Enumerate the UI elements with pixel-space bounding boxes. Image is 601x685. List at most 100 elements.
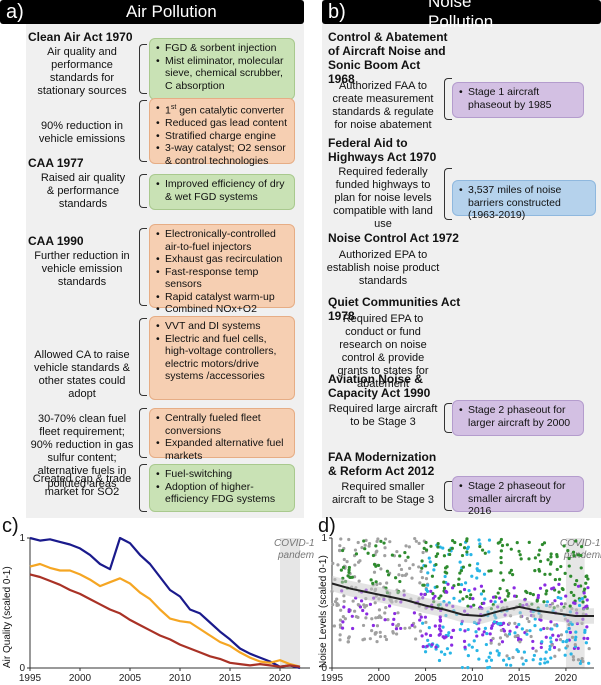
noise-point-cyan bbox=[538, 662, 542, 666]
panel-c-ylabel: Air Quality (scaled 0-1) bbox=[2, 566, 13, 668]
noise-point-cyan bbox=[448, 651, 452, 655]
noise-point-purple bbox=[350, 614, 354, 618]
noise-point-gray bbox=[408, 566, 412, 570]
act-faa-modernization-2012: FAA Modernization & Reform Act 2012 bbox=[328, 450, 437, 478]
noise-point-green bbox=[424, 548, 429, 552]
noise-point-purple bbox=[446, 582, 450, 586]
tech-item: Expanded alternative fuel markets bbox=[156, 437, 288, 462]
noise-point-purple bbox=[462, 639, 467, 643]
noise-point-cyan bbox=[439, 650, 444, 654]
act-aviation-noise-1990: Aviation Noise & Capacity Act 1990 bbox=[328, 372, 431, 400]
noise-point-cyan bbox=[501, 658, 506, 662]
noise-point-green bbox=[461, 565, 465, 569]
noise-point-gray bbox=[376, 537, 380, 541]
noise-point-green bbox=[579, 566, 583, 570]
noise-point-cyan bbox=[567, 626, 571, 631]
noise-point-green bbox=[374, 544, 378, 548]
noise-point-gray bbox=[413, 536, 417, 541]
noise-point-green bbox=[509, 547, 513, 551]
noise-point-green bbox=[385, 569, 390, 573]
noise-point-cyan bbox=[426, 571, 430, 575]
tech-item: Stratified charge engine bbox=[156, 130, 288, 143]
panel-d-letter: d) bbox=[318, 515, 336, 537]
noise-point-gray bbox=[587, 647, 591, 651]
brace bbox=[444, 403, 452, 433]
desc-clean-fuel-fleet: 30-70% clean fuel fleet requirement; 90%… bbox=[30, 413, 134, 490]
noise-point-gray bbox=[388, 540, 392, 544]
noise-point-purple bbox=[554, 638, 559, 642]
noise-point-cyan bbox=[509, 663, 513, 667]
x-tick-label: 2005 bbox=[119, 673, 142, 684]
noise-point-purple bbox=[399, 626, 403, 631]
tech-item: FGD & sorbent injection bbox=[156, 42, 288, 55]
noise-point-green bbox=[458, 571, 462, 575]
desc-vehicle-emission-standards: Further reduction in vehicle emission st… bbox=[34, 250, 130, 288]
desc-epa-standards: Authorized EPA to establish noise produc… bbox=[326, 249, 440, 287]
noise-point-green bbox=[546, 558, 550, 562]
noise-point-green bbox=[363, 547, 367, 551]
noise-point-purple bbox=[444, 589, 448, 593]
noise-point-cyan bbox=[445, 647, 450, 651]
noise-point-cyan bbox=[539, 628, 543, 632]
noise-point-green bbox=[487, 569, 491, 573]
noise-point-gray bbox=[375, 539, 379, 544]
tech-box-1970-stationary: FGD & sorbent injection Mist eliminator,… bbox=[149, 38, 295, 100]
noise-point-green bbox=[555, 555, 559, 559]
noise-point-purple bbox=[421, 644, 425, 649]
noise-point-gray bbox=[367, 542, 372, 546]
brace bbox=[139, 464, 147, 512]
noise-point-gray bbox=[353, 609, 357, 613]
noise-point-gray bbox=[336, 563, 340, 567]
noise-point-purple bbox=[449, 635, 454, 640]
noise-point-cyan bbox=[472, 639, 476, 643]
noise-point-gray bbox=[421, 550, 425, 555]
noise-point-gray bbox=[408, 626, 412, 630]
noise-point-purple bbox=[556, 634, 561, 638]
noise-point-green bbox=[458, 590, 463, 594]
noise-point-gray bbox=[338, 544, 342, 548]
noise-point-gray bbox=[497, 642, 501, 646]
noise-point-green bbox=[561, 587, 565, 592]
noise-point-gray bbox=[545, 626, 549, 630]
noise-point-purple bbox=[536, 596, 540, 600]
noise-point-gray bbox=[404, 559, 408, 563]
trend-band bbox=[332, 575, 594, 624]
noise-point-green bbox=[347, 568, 351, 572]
noise-point-cyan bbox=[532, 653, 537, 658]
noise-point-green bbox=[390, 553, 394, 557]
noise-point-green bbox=[453, 540, 457, 545]
noise-point-gray bbox=[558, 637, 563, 642]
desc-smaller-aircraft: Required smaller aircraft to be Stage 3 bbox=[331, 481, 435, 506]
noise-point-cyan bbox=[587, 661, 591, 665]
x-tick-label: 2010 bbox=[461, 673, 484, 684]
noise-point-gray bbox=[374, 616, 378, 620]
noise-point-cyan bbox=[583, 628, 587, 633]
y-tick-label: 1 bbox=[19, 533, 25, 544]
noise-point-green bbox=[583, 595, 587, 599]
noise-point-cyan bbox=[477, 657, 481, 661]
noise-point-purple bbox=[388, 604, 392, 608]
noise-point-cyan bbox=[578, 661, 583, 666]
tech-item: Centrally fueled fleet conversions bbox=[156, 412, 288, 437]
noise-point-purple bbox=[576, 646, 580, 650]
noise-point-purple bbox=[543, 583, 547, 587]
noise-levels-chart: 19952000200520102015202001COVID-19pandem… bbox=[321, 533, 601, 684]
noise-point-cyan bbox=[561, 640, 565, 644]
noise-point-green bbox=[572, 593, 576, 597]
noise-point-gray bbox=[513, 621, 517, 626]
noise-point-green bbox=[442, 586, 447, 590]
noise-point-green bbox=[372, 562, 377, 566]
noise-point-cyan bbox=[495, 649, 499, 653]
panel-a-header: a) Air Pollution bbox=[0, 0, 304, 24]
noise-point-purple bbox=[551, 633, 555, 637]
noise-point-gray bbox=[335, 597, 339, 601]
noise-point-green bbox=[583, 587, 587, 591]
act-clean-air-act-1970: Clean Air Act 1970 bbox=[28, 30, 133, 44]
noise-point-cyan bbox=[528, 629, 532, 633]
noise-point-gray bbox=[565, 644, 570, 648]
noise-point-purple bbox=[542, 626, 546, 631]
act-caa-1977: CAA 1977 bbox=[28, 156, 84, 170]
noise-point-gray bbox=[357, 579, 361, 583]
noise-point-green bbox=[499, 560, 503, 565]
noise-point-cyan bbox=[489, 658, 494, 662]
